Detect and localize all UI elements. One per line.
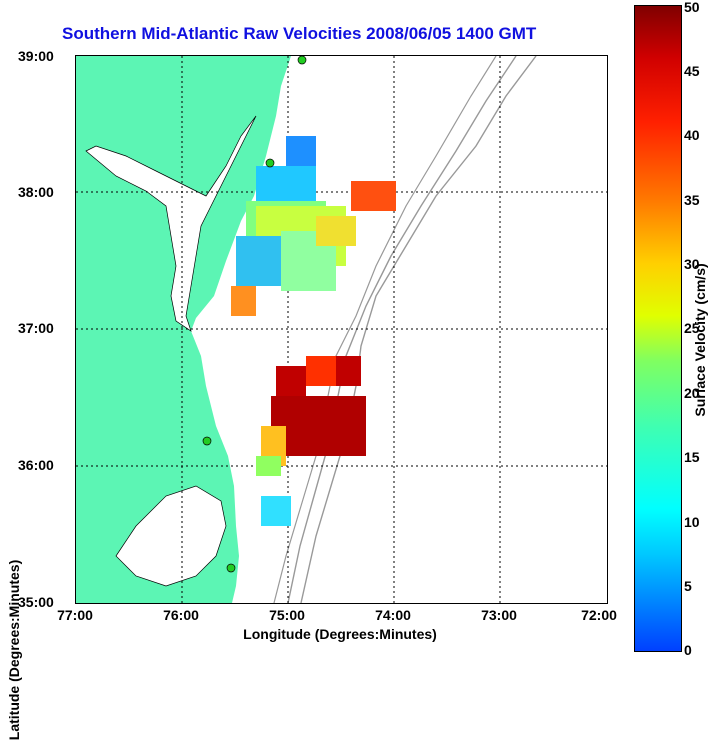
- pamlico-sound: [115, 485, 227, 587]
- y-tick-label: 36:00: [18, 457, 54, 473]
- colorbar-tick: 50: [684, 0, 700, 15]
- bathymetry-contour-1: [300, 56, 537, 603]
- x-tick-label: 77:00: [57, 607, 93, 623]
- colorbar-tick: 35: [684, 192, 700, 208]
- colorbar-tick: 15: [684, 449, 700, 465]
- velocity-field-north: [231, 136, 396, 316]
- colorbar-tick: 45: [684, 63, 700, 79]
- colorbar-label: Surface Velocity (cm/s): [692, 263, 708, 417]
- colorbar-tick: 30: [684, 256, 700, 272]
- y-tick-label: 37:00: [18, 320, 54, 336]
- colorbar-tick: 5: [684, 578, 692, 594]
- x-axis-label: Longitude (Degrees:Minutes): [243, 626, 437, 642]
- map-canvas: [76, 56, 607, 603]
- x-tick-label: 76:00: [163, 607, 199, 623]
- map-plot-area: [75, 55, 608, 604]
- colorbar-tick: 40: [684, 127, 700, 143]
- velocity-field-south: [256, 356, 366, 526]
- colorbar-tick: 20: [684, 385, 700, 401]
- y-tick-label: 35:00: [18, 594, 54, 610]
- land-mass: [76, 56, 291, 603]
- y-axis-label: Latitude (Degrees:Minutes): [6, 559, 23, 740]
- bathymetry-contour-2: [287, 56, 517, 603]
- x-tick-label: 72:00: [581, 607, 617, 623]
- bathymetry-contour-3: [273, 56, 497, 603]
- y-tick-label: 39:00: [18, 48, 54, 64]
- colorbar-tick: 10: [684, 514, 700, 530]
- colorbar-tick: 0: [684, 642, 692, 658]
- map-title: Southern Mid-Atlantic Raw Velocities 200…: [62, 24, 537, 43]
- x-tick-label: 75:00: [269, 607, 305, 623]
- station-markers: [202, 56, 307, 573]
- x-tick-label: 74:00: [375, 607, 411, 623]
- x-tick-label: 73:00: [481, 607, 517, 623]
- y-tick-label: 38:00: [18, 184, 54, 200]
- chesapeake-bay: [85, 115, 257, 332]
- colorbar-tick: 25: [684, 320, 700, 336]
- colorbar: [634, 5, 682, 652]
